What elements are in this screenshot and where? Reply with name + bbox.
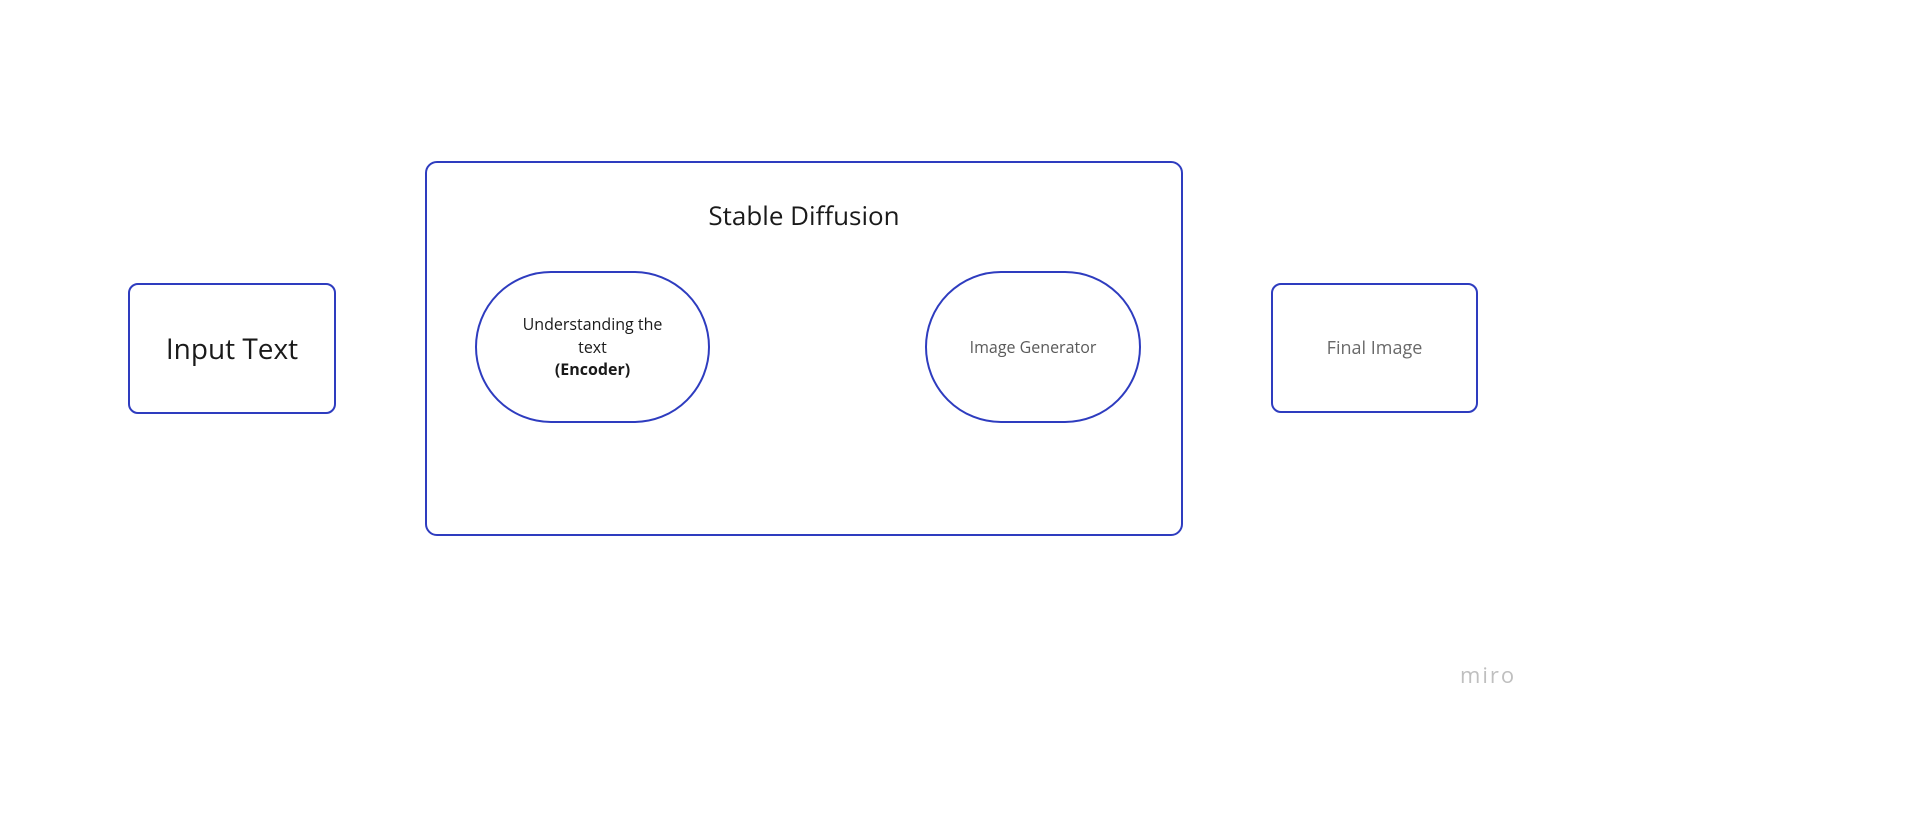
container-title-text: Stable Diffusion (708, 197, 899, 233)
final-image-node: Final Image (1271, 283, 1478, 413)
stable-diffusion-title: Stable Diffusion (425, 197, 1183, 233)
final-image-label: Final Image (1327, 336, 1423, 360)
encoder-label-line1: Understanding the (523, 313, 663, 335)
image-generator-label: Image Generator (970, 336, 1097, 358)
input-text-label: Input Text (166, 330, 298, 368)
miro-watermark: miro (1460, 660, 1516, 690)
image-generator-node: Image Generator (925, 271, 1141, 423)
watermark-text: miro (1460, 660, 1516, 690)
input-text-node: Input Text (128, 283, 336, 414)
encoder-label-line3: (Encoder) (555, 358, 630, 380)
encoder-node: Understanding the text (Encoder) (475, 271, 710, 423)
encoder-label-line2: text (578, 336, 607, 358)
